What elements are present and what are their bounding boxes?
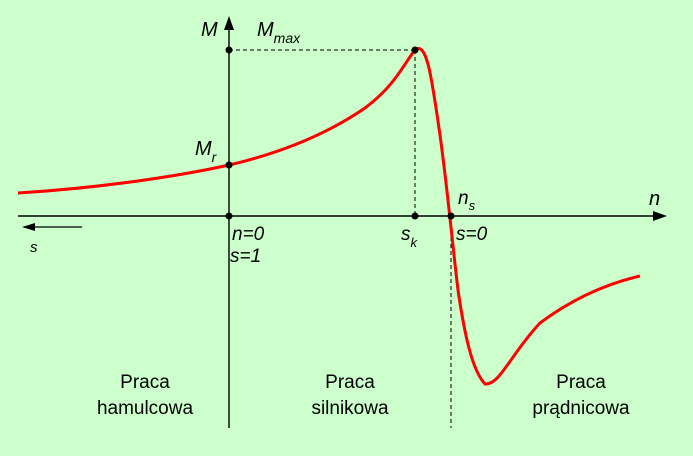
ns-label-sub: s	[469, 198, 476, 213]
s-direction-arrowhead	[22, 223, 35, 231]
sync-s-label: s=0	[456, 224, 488, 245]
m-axis-label: M	[201, 19, 218, 41]
mr-label: Mr	[195, 138, 218, 165]
s-direction-label: s	[30, 239, 38, 256]
mr-point	[225, 161, 233, 169]
mmax-label-base: M	[257, 19, 274, 41]
n-axis-label: n	[649, 188, 660, 210]
origin-point	[225, 212, 233, 220]
ns-label-base: n	[458, 188, 469, 209]
origin-n-label: n=0	[232, 224, 265, 245]
sk-label-sub: k	[411, 235, 419, 250]
mmax-axis-point	[225, 46, 233, 54]
region-braking-line1: Praca	[120, 372, 170, 393]
n-axis-arrowhead	[653, 211, 667, 221]
sk-label-base: s	[401, 224, 411, 245]
mmax-peak-point	[411, 46, 419, 54]
region-generator-line1: Praca	[556, 372, 606, 393]
sk-point	[411, 212, 419, 220]
m-axis-arrowhead	[224, 16, 234, 30]
mr-label-sub: r	[212, 149, 218, 165]
mmax-label-sub: max	[274, 30, 301, 46]
origin-s-label: s=1	[230, 246, 261, 267]
mr-label-base: M	[195, 138, 212, 160]
sk-label: sk	[401, 224, 419, 250]
region-braking-line2: hamulcowa	[97, 398, 194, 419]
ns-label: ns	[458, 188, 476, 213]
region-motor-line2: silnikowa	[311, 398, 389, 419]
region-generator-line2: prądnicowa	[532, 398, 630, 419]
region-motor-line1: Praca	[325, 372, 375, 393]
ns-point	[447, 212, 455, 220]
mmax-label: Mmax	[257, 19, 301, 46]
